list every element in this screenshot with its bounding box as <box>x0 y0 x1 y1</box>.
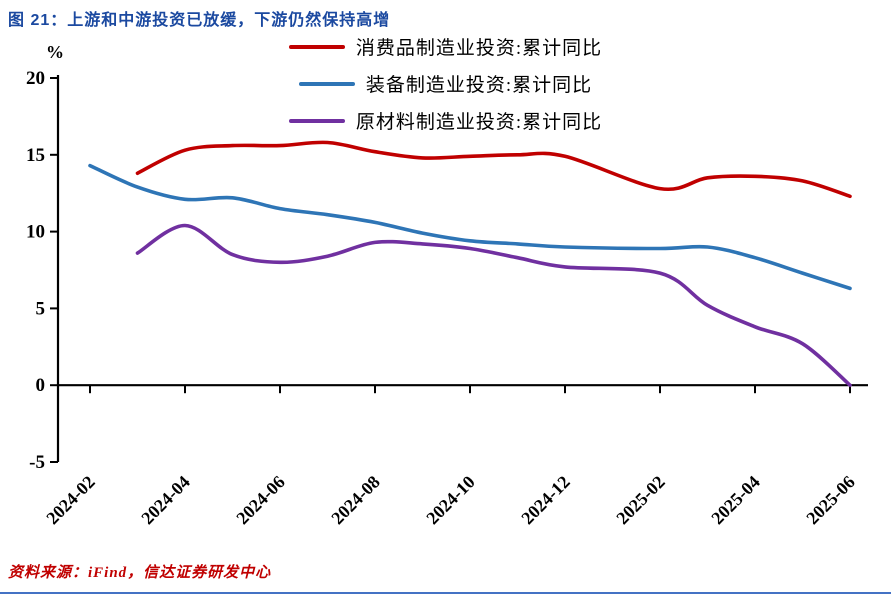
x-tick-label: 2025-02 <box>612 472 669 529</box>
y-tick-label: 20 <box>26 68 45 89</box>
legend-label: 消费品制造业投资:累计同比 <box>355 38 603 59</box>
series-line-2 <box>135 223 852 387</box>
x-tick-label: 2024-06 <box>232 472 289 529</box>
y-tick-label: -5 <box>29 452 45 473</box>
legend-item-2: 原材料制造业投资:累计同比 <box>288 107 603 134</box>
legend-label: 装备制造业投资:累计同比 <box>365 75 593 96</box>
series-line-0 <box>135 140 852 199</box>
y-axis-unit-label: % <box>46 42 64 62</box>
source-note: 资料来源：iFind，信达证券研发中心 <box>8 565 272 581</box>
x-tick-label: 2024-02 <box>42 472 99 529</box>
y-tick-label: 15 <box>26 145 45 166</box>
x-tick-label: 2024-10 <box>422 472 479 529</box>
x-tick-label: 2024-12 <box>517 472 574 529</box>
legend-item-0: 消费品制造业投资:累计同比 <box>288 33 603 60</box>
legend-line-swatch <box>288 44 345 49</box>
series-line-1 <box>88 163 852 291</box>
y-tick-label: 5 <box>36 298 46 319</box>
x-tick-label: 2025-04 <box>707 472 764 529</box>
x-tick-label: 2024-08 <box>327 472 384 529</box>
legend-line-swatch <box>288 118 345 123</box>
bottom-divider <box>0 592 891 594</box>
legend-line-swatch <box>298 81 355 86</box>
legend-label: 原材料制造业投资:累计同比 <box>355 112 603 133</box>
y-tick-label: 10 <box>26 222 45 243</box>
chart-legend: 消费品制造业投资:累计同比 装备制造业投资:累计同比 原材料制造业投资:累计同比 <box>0 33 891 134</box>
y-tick-label: 0 <box>36 375 46 396</box>
x-tick-label: 2024-04 <box>137 472 194 529</box>
x-tick-label: 2025-06 <box>802 472 859 529</box>
figure-title: 图 21：上游和中游投资已放缓，下游仍然保持高增 <box>8 12 391 29</box>
legend-item-1: 装备制造业投资:累计同比 <box>298 70 593 97</box>
